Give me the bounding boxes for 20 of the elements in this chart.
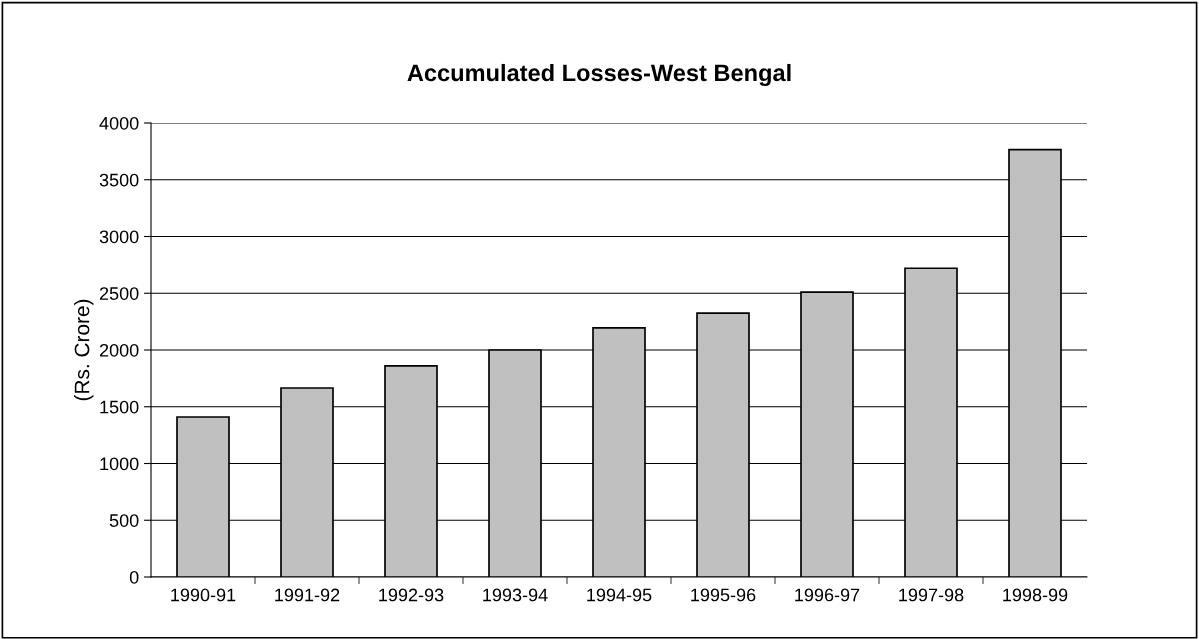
x-tick-label: 1993-94 (483, 588, 548, 602)
x-tick-label: 1990-91 (171, 588, 236, 602)
y-tick-label: 2500 (99, 287, 139, 300)
chart-title: Accumulated Losses-West Bengal (407, 63, 791, 87)
x-tick-label: 1995-96 (691, 588, 756, 602)
x-tick-label: 1997-98 (899, 588, 964, 602)
y-tick-label: 1500 (100, 400, 139, 414)
x-tick-label: 1998-99 (1003, 588, 1068, 602)
y-tick-label: 2000 (99, 343, 139, 357)
x-tick-label: 1996-97 (795, 588, 860, 602)
y-tick-label: 1000 (100, 457, 139, 471)
x-tick-label: 1994-95 (587, 588, 652, 602)
y-tick-label: 3000 (99, 230, 139, 244)
y-tick-label: 0 (129, 570, 139, 584)
y-tick-label: 3500 (99, 173, 139, 187)
x-tick-label: 1992-93 (379, 588, 444, 602)
y-axis-title: (Rs. Crore) (74, 299, 94, 401)
y-tick-label: 500 (109, 514, 139, 527)
y-tick-label: 4000 (99, 116, 139, 130)
x-tick-label: 1991-92 (275, 588, 340, 602)
